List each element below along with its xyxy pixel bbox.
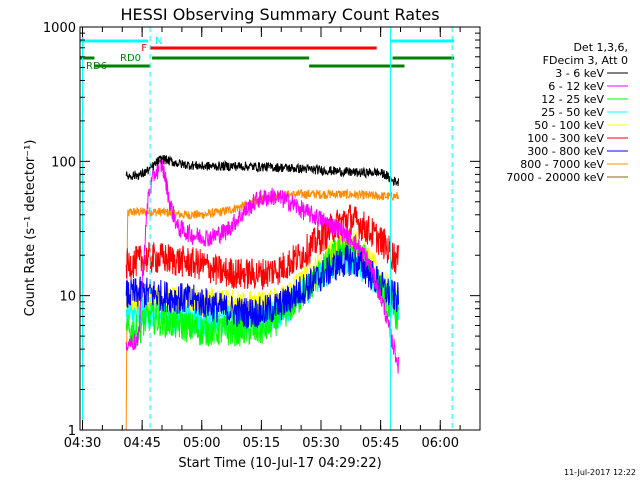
x-tick-label: 06:00 <box>422 436 459 451</box>
flag-label-rd6: RD6 <box>86 61 107 72</box>
legend-entry-50-100-kev: 50 - 100 keV <box>534 119 604 132</box>
x-axis-label: Start Time (10-Jul-17 04:29:22) <box>178 456 381 471</box>
legend-entry-25-50-kev: 25 - 50 keV <box>541 106 604 119</box>
legend-header: Det 1,3,6, <box>573 41 628 54</box>
x-axis-ticks: 04:30 04:45 05:00 05:15 05:30 05:45 06:00 <box>64 27 481 451</box>
x-tick-label: 05:30 <box>302 436 339 451</box>
series-line-3-6-kev <box>125 155 399 187</box>
series-line-12-25-kev <box>125 230 399 347</box>
y-tick-label: 10 <box>59 290 76 305</box>
legend-entry-100-300-kev: 100 - 300 keV <box>527 132 604 145</box>
legend-entry-800-7000-kev: 800 - 7000 keV <box>520 158 604 171</box>
y-tick-label: 1 <box>68 424 76 439</box>
legend-entry-6-12-kev: 6 - 12 keV <box>548 80 604 93</box>
x-tick-label: 05:45 <box>362 436 399 451</box>
y-tick-label: 1000 <box>43 21 76 36</box>
flag-label-n: N <box>155 36 162 47</box>
y-axis-label: Count Rate (s⁻¹ detector⁻¹) <box>23 140 38 317</box>
time-markers <box>82 27 453 430</box>
legend-entry-3-6-kev: 3 - 6 keV <box>555 67 604 80</box>
series-line-800-7000-kev <box>125 188 399 431</box>
date-stamp: 11-Jul-2017 12:22 <box>564 468 636 477</box>
series-line-6-12-kev <box>125 158 399 374</box>
x-tick-label: 05:15 <box>243 436 280 451</box>
legend-header: FDecim 3, Att 0 <box>543 54 628 67</box>
series-line-300-800-kev <box>125 244 399 329</box>
series-line-100-300-kev <box>125 204 399 290</box>
flag-label-rd0: RD0 <box>120 53 141 64</box>
y-tick-label: 100 <box>51 155 76 170</box>
y-axis-ticks: 1 10 100 1000 <box>43 21 480 439</box>
plot-frame <box>79 26 481 431</box>
flag-label-f: F <box>141 43 147 54</box>
legend-entry-12-25-kev: 12 - 25 keV <box>541 93 604 106</box>
chart-title: HESSI Observing Summary Count Rates <box>120 5 439 24</box>
x-tick-label: 05:00 <box>183 436 220 451</box>
legend-entry-7000-20000-kev: 7000 - 20000 keV <box>506 171 604 184</box>
x-tick-label: 04:45 <box>123 436 160 451</box>
legend-entry-300-800-kev: 300 - 800 keV <box>527 145 604 158</box>
plot-lines <box>125 155 399 431</box>
x-tick-label: 04:30 <box>64 436 101 451</box>
